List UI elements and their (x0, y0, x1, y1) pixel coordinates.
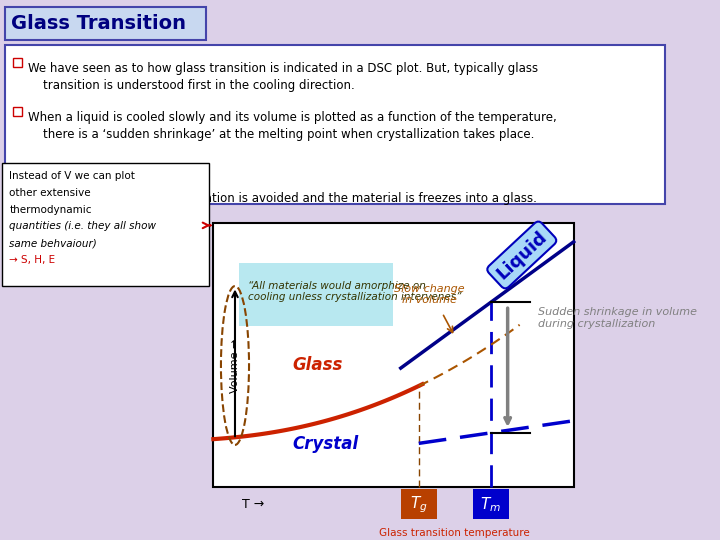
Text: Slow change
in volume: Slow change in volume (395, 284, 465, 305)
Text: “All materials would amorphize on
cooling unless crystallization intervenes”: “All materials would amorphize on coolin… (248, 281, 462, 302)
Text: $T_g$: $T_g$ (410, 494, 428, 515)
Text: $T_m$: $T_m$ (480, 495, 501, 514)
FancyBboxPatch shape (13, 58, 22, 66)
Text: Glass: Glass (292, 356, 343, 374)
FancyBboxPatch shape (4, 7, 206, 40)
Text: We have seen as to how glass transition is indicated in a DSC plot. But, typical: We have seen as to how glass transition … (28, 62, 539, 92)
Text: thermodynamic: thermodynamic (9, 205, 92, 214)
Text: Sudden shrinkage in volume
during crystallization: Sudden shrinkage in volume during crysta… (538, 307, 696, 329)
Text: When a liquid is cooled slowly and its volume is plotted as a function of the te: When a liquid is cooled slowly and its v… (28, 111, 557, 141)
Text: T →: T → (242, 498, 264, 511)
Text: Glass Transition: Glass Transition (12, 15, 186, 33)
Text: Glass transition temperature: Glass transition temperature (379, 528, 530, 538)
FancyBboxPatch shape (4, 45, 665, 204)
Text: quantities (i.e. they all show: quantities (i.e. they all show (9, 221, 156, 232)
FancyBboxPatch shape (473, 489, 508, 519)
FancyBboxPatch shape (13, 188, 22, 197)
Text: On the other hand if crystallization is avoided and the material is freezes into: On the other hand if crystallization is … (28, 192, 537, 205)
Text: Instead of V we can plot: Instead of V we can plot (9, 171, 135, 181)
Text: same behvaiour): same behvaiour) (9, 238, 97, 248)
Text: Liquid: Liquid (493, 227, 551, 282)
FancyBboxPatch shape (2, 163, 209, 286)
Text: → S, H, E: → S, H, E (9, 255, 55, 265)
FancyBboxPatch shape (239, 263, 393, 326)
FancyBboxPatch shape (13, 107, 22, 116)
Text: Crystal: Crystal (292, 435, 359, 454)
FancyBboxPatch shape (213, 224, 574, 487)
Text: other extensive: other extensive (9, 188, 91, 198)
Text: Volume →: Volume → (230, 338, 240, 393)
FancyBboxPatch shape (401, 489, 436, 519)
